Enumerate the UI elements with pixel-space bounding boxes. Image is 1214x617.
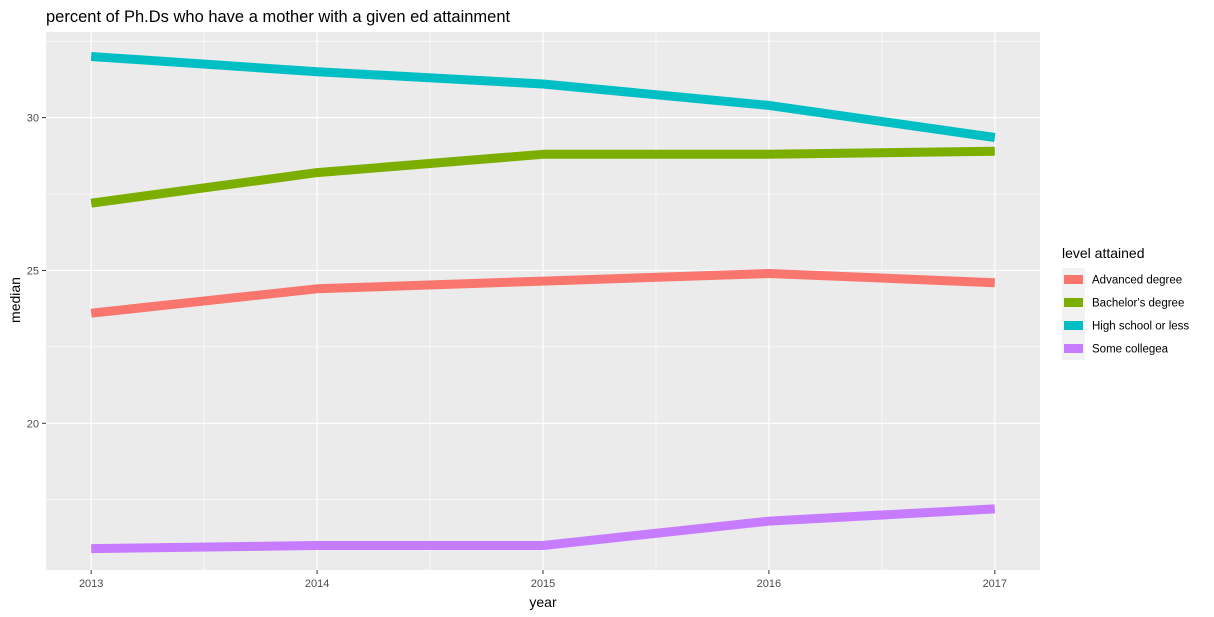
y-tick-label: 25 [27,265,39,277]
series-lines [90,52,996,554]
legend-label: High school or less [1092,321,1189,333]
legend: level attained Advanced degree Bachelor's… [1062,245,1189,360]
legend-label: Advanced degree [1092,275,1182,287]
x-tick-label: 2015 [531,578,555,590]
series-line [90,146,995,208]
y-axis: 20 25 30 [27,113,46,430]
x-tick-label: 2013 [79,578,103,590]
y-axis-title: median [7,277,23,323]
legend-label: Some collegea [1092,344,1169,356]
grid-lines [46,32,1040,570]
y-tick-label: 20 [27,418,39,430]
x-tick-label: 2017 [983,578,1007,590]
y-tick-label: 30 [27,113,39,125]
x-tick-label: 2016 [757,578,781,590]
series-line [91,504,996,554]
x-tick-label: 2014 [305,578,329,590]
x-axis-title: year [529,594,557,610]
series-line [90,52,996,142]
legend-title: level attained [1062,245,1145,261]
chart-title: percent of Ph.Ds who have a mother with … [46,8,511,26]
series-line [90,269,995,318]
legend-label: Bachelor's degree [1092,298,1184,310]
x-axis: 2013 2014 2015 2016 2017 [79,570,1007,590]
